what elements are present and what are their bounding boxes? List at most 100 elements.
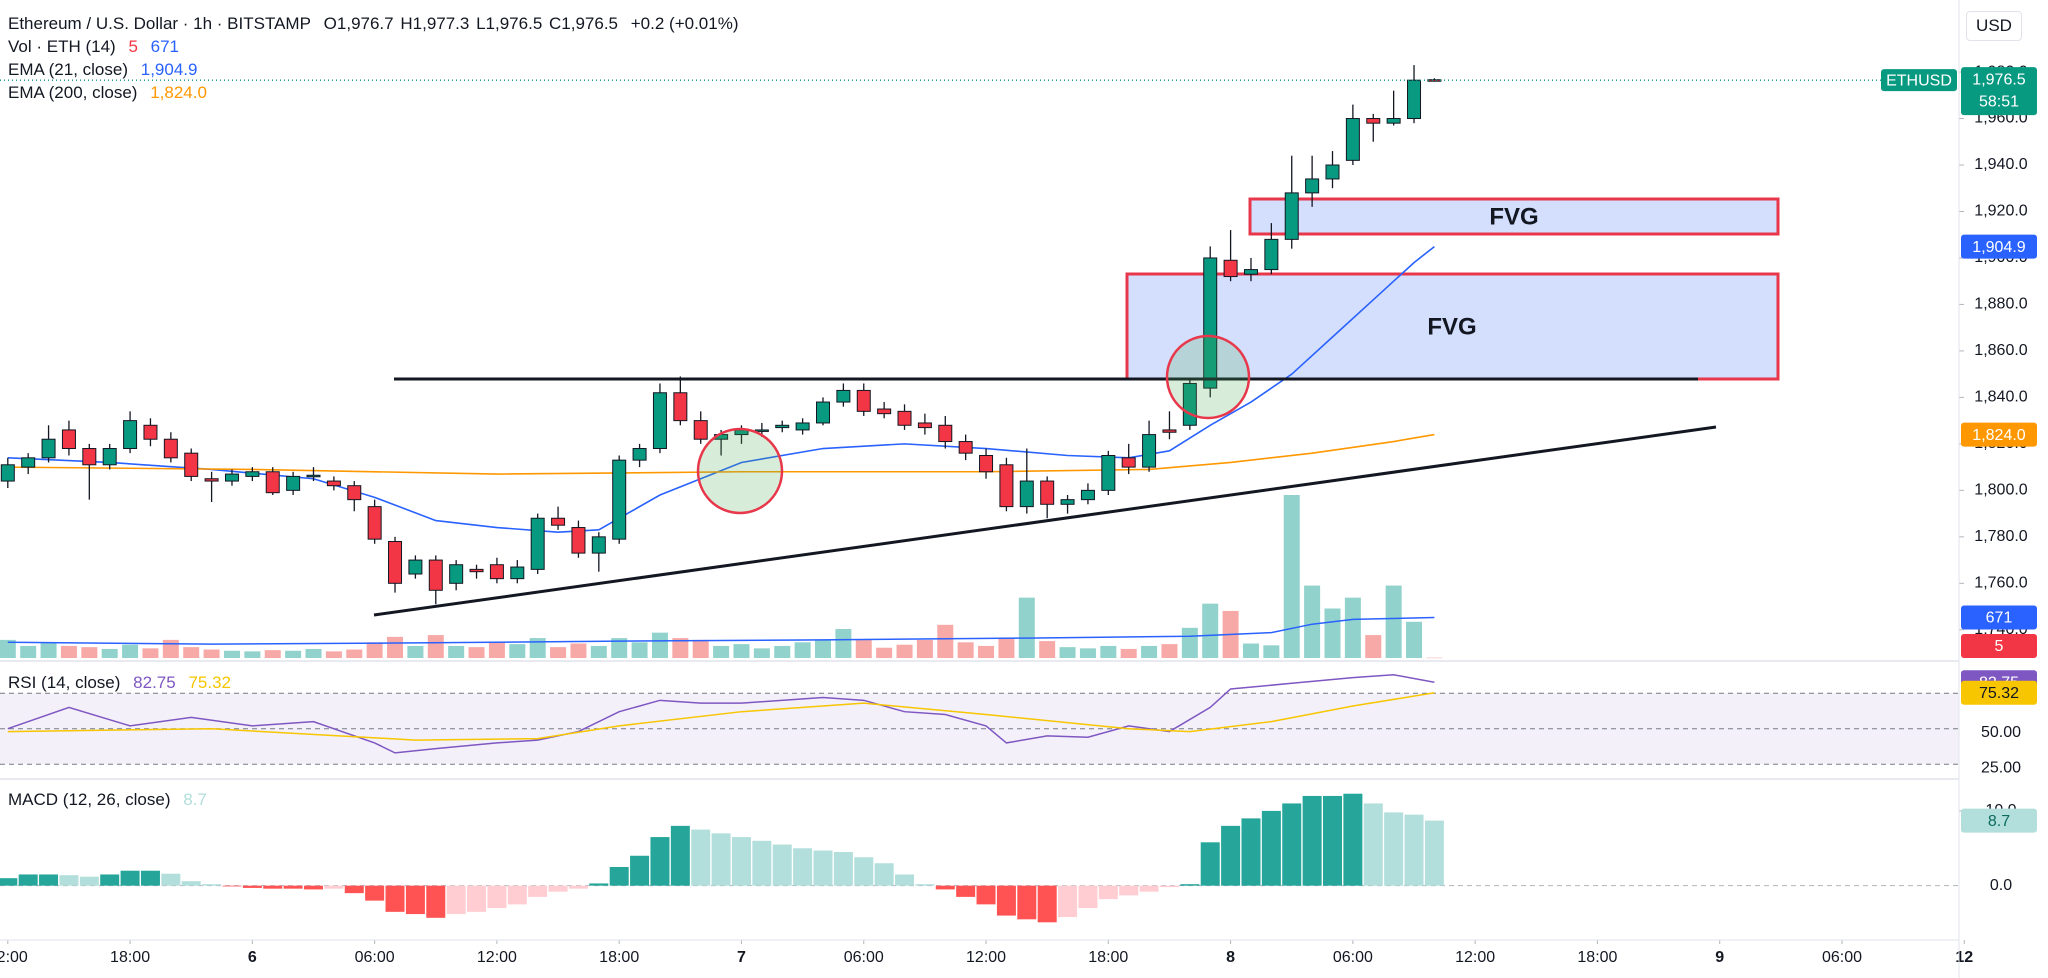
- axis-tag: [1961, 680, 2037, 705]
- x-tick-label: 06:00: [355, 949, 395, 966]
- highlight-circle: [696, 427, 784, 515]
- volume-bar: [20, 645, 37, 658]
- volume-bar: [366, 642, 383, 658]
- candle-body: [347, 485, 362, 501]
- volume-ma-line: [7, 616, 1435, 645]
- axis-tag-label: 5: [1995, 638, 2004, 655]
- x-tick-label: 12:00: [1455, 949, 1495, 966]
- y-tick-label: 1,800.0: [1974, 482, 2027, 499]
- marks: 1,740.01,760.01,780.01,800.01,820.01,840…: [0, 63, 2028, 966]
- legend-rsi: RSI (14, close) 82.75 75.32: [8, 671, 239, 694]
- legend-ema21: EMA (21, close) 1,904.9: [8, 58, 205, 81]
- x-tick-label: 12:00: [966, 949, 1006, 966]
- macd-bar: [1261, 810, 1281, 886]
- ohlc-low: L1,976.5: [476, 14, 543, 33]
- volume-bar: [529, 638, 546, 658]
- volume-bar: [692, 639, 709, 658]
- symbol-tag: [1881, 69, 1957, 92]
- macd-bar: [487, 885, 507, 909]
- x-tick-label: 06:00: [1822, 949, 1862, 966]
- candle-body: [979, 454, 994, 473]
- volume-bar: [285, 650, 302, 658]
- candle-body: [1080, 489, 1095, 501]
- axis-tag: [1961, 634, 2037, 658]
- volume-bar: [1242, 643, 1259, 658]
- indicator-value: 1,904.9: [140, 60, 198, 79]
- indicator-name: EMA (21, close): [8, 60, 128, 79]
- macd-bar: [1302, 795, 1322, 886]
- volume-bar: [896, 644, 913, 658]
- volume-bar: [509, 644, 526, 658]
- macd-bar: [59, 875, 79, 886]
- x-tick-label: 12: [1955, 949, 1973, 966]
- axis-tag-label: 671: [1986, 610, 2013, 627]
- candle-body: [286, 475, 301, 491]
- y-tick-label: 1,840.0: [1974, 389, 2027, 406]
- macd-bar: [874, 863, 894, 886]
- volume-bar: [81, 647, 98, 658]
- volume-bar: [550, 647, 567, 658]
- volume-bar: [1018, 597, 1035, 658]
- macd-bar: [181, 881, 201, 886]
- macd-bar: [365, 885, 385, 901]
- volume-bar: [1141, 645, 1158, 658]
- macd-bar: [1037, 885, 1057, 923]
- rsi-line: [7, 674, 1435, 754]
- macd-bar: [833, 852, 853, 886]
- volume-bar: [346, 649, 363, 658]
- volume-bar: [1039, 641, 1056, 658]
- candle-body: [917, 422, 932, 429]
- candle-body: [326, 480, 341, 487]
- candle-body: [530, 517, 545, 570]
- macd-bar: [935, 885, 955, 890]
- macd-bar: [670, 825, 690, 886]
- candle-body: [775, 424, 790, 429]
- macd-bar: [568, 885, 588, 889]
- candle-body: [958, 441, 973, 454]
- candle-body: [163, 438, 178, 459]
- volume-bar: [407, 645, 424, 658]
- volume-bar: [937, 624, 954, 658]
- y-tick-label: 0.0: [1990, 877, 2012, 894]
- fvg-box: [1248, 197, 1780, 236]
- macd-bar: [1200, 842, 1220, 886]
- symbol-tag-label: ETHUSD: [1886, 72, 1952, 89]
- volume-bar: [1304, 585, 1321, 658]
- macd-bar: [731, 837, 751, 886]
- macd-bar: [1424, 820, 1444, 886]
- x-tick-label: 6: [248, 949, 257, 966]
- macd-bar: [1384, 812, 1404, 886]
- volume-bar: [1263, 645, 1280, 658]
- axis-tag: [1961, 422, 2037, 447]
- candle-body: [591, 536, 606, 554]
- macd-bar: [1159, 885, 1179, 888]
- volume-bar: [753, 648, 770, 658]
- macd-bar: [915, 884, 935, 886]
- candle-body: [795, 422, 810, 431]
- candle-body: [1243, 269, 1258, 275]
- macd-bar: [222, 885, 242, 887]
- volume-bar: [0, 639, 16, 658]
- volume-bar: [957, 642, 974, 658]
- volume-bar: [448, 645, 465, 658]
- candle-body: [449, 564, 464, 584]
- candle-body: [652, 392, 667, 450]
- volume-bar: [1344, 597, 1361, 658]
- volume-bar: [387, 636, 404, 658]
- macd-bar: [1058, 885, 1078, 918]
- axis-tag: [1961, 234, 2037, 259]
- ohlc-open: O1,976.7: [323, 14, 394, 33]
- volume-bar: [916, 639, 933, 658]
- macd-bar: [691, 829, 711, 886]
- volume-bar: [1079, 648, 1096, 658]
- volume-bar: [672, 638, 689, 658]
- candle-body: [1345, 118, 1360, 161]
- macd-bar: [1119, 885, 1139, 896]
- volume-bar: [1181, 627, 1198, 658]
- candle-body: [1101, 454, 1116, 491]
- candle-body: [856, 389, 871, 412]
- volume-bar: [978, 645, 995, 658]
- candle-body: [1264, 238, 1279, 271]
- y-tick-label: 25.00: [1981, 759, 2021, 776]
- currency-button[interactable]: USD: [1966, 11, 2022, 41]
